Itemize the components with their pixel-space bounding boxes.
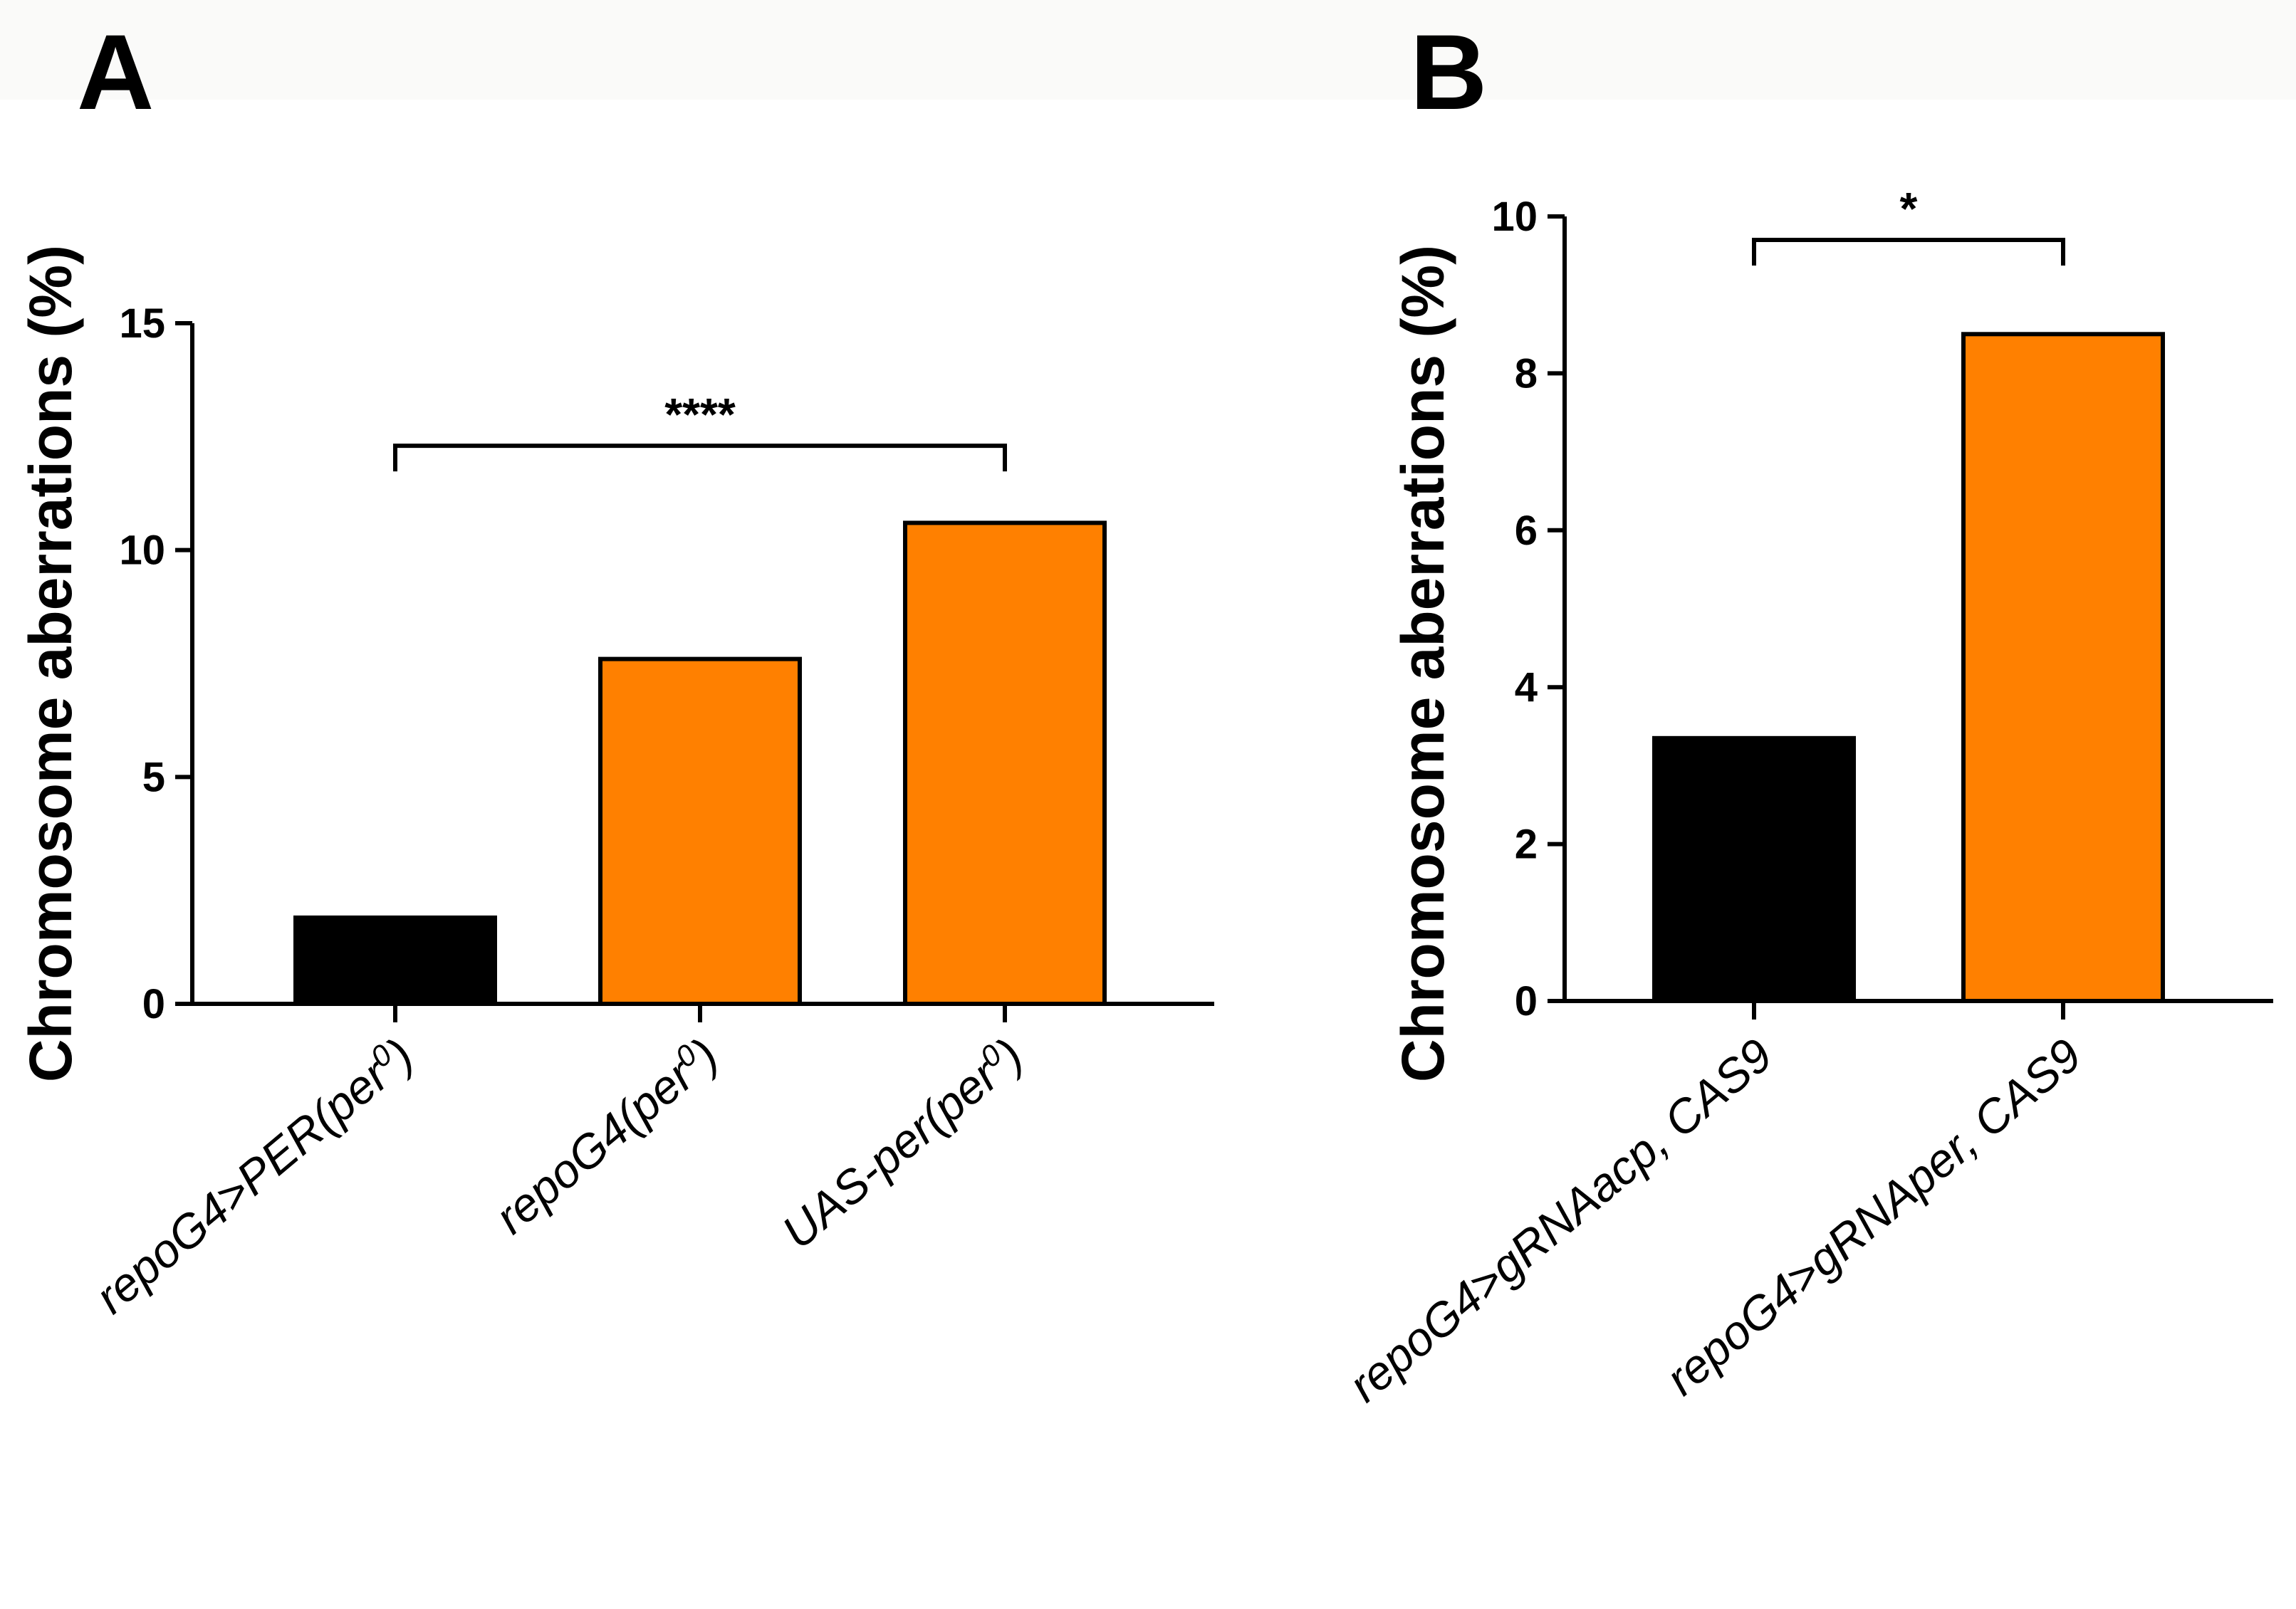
chart-b-bar-1 [1652, 735, 1856, 1003]
chart-a-y-tick-label: 10 [119, 528, 165, 574]
chart-a-y-axis-label: Chromosome aberrations (%) [17, 245, 84, 1082]
chart-b-y-tick-label: 0 [1515, 978, 1538, 1024]
chart-b-y-tick-label: 10 [1491, 194, 1538, 240]
chart-b-y-tick-label: 4 [1515, 664, 1538, 711]
chart-a-group: 0 5 10 15 Chromosome aberrations (%)repoG4>P… [17, 245, 1214, 1324]
chart-a-category-label-2: repoG4(per0) [484, 1027, 728, 1244]
chart-b-y-axis-label: Chromosome aberrations (%) [1389, 245, 1456, 1082]
chart-a-bar-3 [903, 520, 1107, 1006]
chart-a-category-label-3: UAS-per(per0) [771, 1027, 1033, 1259]
chart-a-y-tick-label: 5 [142, 754, 165, 800]
top-band [0, 0, 2296, 100]
chart-a-bar-1 [293, 915, 497, 1006]
chart-a-significance-label: **** [664, 389, 736, 440]
chart-b-y-tick-label: 8 [1515, 350, 1538, 397]
chart-a-y-tick-label: 0 [142, 981, 165, 1027]
chart-b-significance-label: * [1900, 183, 1918, 234]
chart-a-y-tick-label: 15 [119, 300, 165, 347]
chart-b-y-tick-label: 2 [1515, 822, 1538, 868]
chart-a-significance-bracket [393, 444, 1007, 472]
chart-b-y-tick-label: 6 [1515, 508, 1538, 554]
chart-b-bar-2 [1961, 332, 2165, 1003]
chart-b-significance-bracket [1752, 238, 2065, 266]
panel-label-a: A [77, 12, 155, 132]
panel-label-b: B [1410, 12, 1488, 132]
chart-a-bar-2 [598, 656, 802, 1006]
chart-a-category-label-1: repoG4>PER(per0) [85, 1027, 423, 1324]
